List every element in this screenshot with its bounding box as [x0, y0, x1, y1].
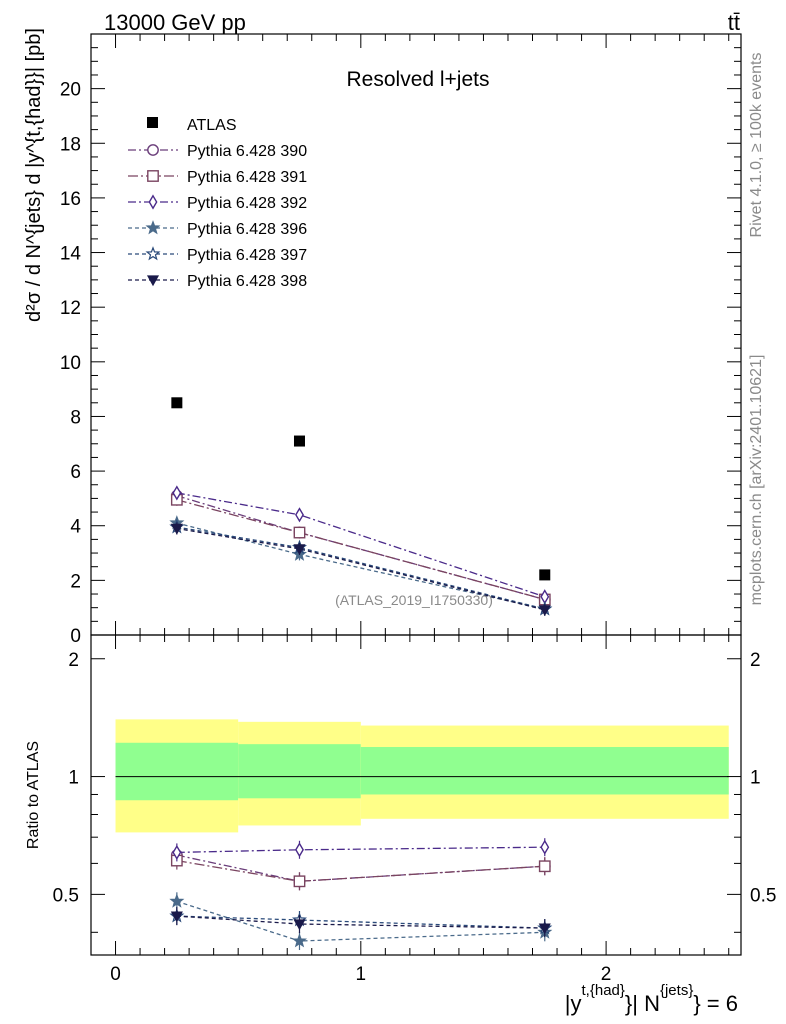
legend-marker-p398 — [146, 275, 160, 287]
legend-label-p396: Pythia 6.428 396 — [187, 221, 307, 238]
point-p398 — [293, 544, 306, 556]
main-y-tick-label: 2 — [70, 571, 81, 592]
legend-marker-p396 — [145, 220, 161, 235]
ratio-uncertainty-bands — [115, 719, 729, 833]
x-tick-label: 2 — [601, 964, 612, 985]
ratio-point-p391 — [538, 860, 551, 873]
ratio-point-p392 — [172, 844, 182, 861]
main-panel-series — [169, 397, 553, 617]
series-line-p392 — [176, 492, 546, 598]
ratio-band-inner — [115, 742, 239, 801]
ratio-line-p392 — [176, 846, 545, 854]
main-y-tick-label: 8 — [70, 407, 81, 428]
ratio-band-inner — [238, 744, 361, 799]
legend-label-p397: Pythia 6.428 397 — [187, 247, 307, 264]
ratio-y-tick-label: 2 — [68, 650, 79, 671]
x-tick-label: 1 — [356, 964, 367, 985]
ratio-panel-series — [169, 838, 553, 951]
legend-label-p390: Pythia 6.428 390 — [187, 143, 307, 160]
ratio-line-p391 — [176, 859, 545, 882]
legend-marker-p390 — [147, 144, 159, 156]
main-y-tick-label: 20 — [60, 80, 81, 101]
point-p392 — [172, 485, 182, 501]
process-label: tt̄ — [728, 10, 740, 35]
ratio-y-tick-label-right: 0.5 — [750, 885, 776, 906]
legend-label-p391: Pythia 6.428 391 — [187, 169, 307, 186]
main-y-tick-label: 16 — [60, 189, 81, 210]
series-line-p391 — [176, 499, 545, 601]
series-line-p390 — [176, 495, 545, 601]
legend-marker-p392 — [148, 194, 158, 210]
ratio-point-p398 — [293, 919, 306, 931]
ratio-y-tick-label-right: 2 — [750, 650, 761, 671]
main-y-tick-label: 4 — [70, 517, 81, 538]
ratio-y-tick-label-right: 1 — [750, 768, 761, 789]
y-axis-label-ratio: Ratio to ATLAS — [25, 741, 42, 849]
y-axis-label-main: d²σ / d N^{jets} d |y^{t,{had}}| [pb] — [23, 28, 45, 322]
point-p391 — [293, 526, 306, 539]
ratio-line-p397 — [176, 915, 545, 929]
main-y-tick-label: 0 — [70, 626, 81, 647]
ratio-y-tick-label: 0.5 — [53, 885, 79, 906]
main-y-tick-label: 10 — [60, 353, 81, 374]
analysis-watermark: (ATLAS_2019_I1750330) — [335, 592, 493, 608]
ratio-point-p391 — [293, 875, 306, 888]
ratio-point-p396 — [291, 933, 308, 948]
ratio-band-inner — [360, 747, 729, 795]
main-y-tick-label: 14 — [60, 244, 82, 265]
ratio-line-p396 — [176, 900, 545, 942]
main-y-tick-label: 18 — [60, 134, 81, 155]
atlas-point — [293, 435, 305, 447]
ratio-point-p392 — [295, 842, 304, 858]
point-p398 — [170, 523, 183, 535]
atlas-point — [171, 397, 183, 409]
legend-marker-p397 — [145, 246, 161, 261]
x-axis-label: |yt,{had}}| N{jets}} = 6 — [565, 982, 738, 1016]
legend-label-p392: Pythia 6.428 392 — [187, 195, 307, 212]
energy-label: 13000 GeV pp — [104, 10, 246, 35]
ratio-point-p396 — [169, 893, 185, 908]
point-p392 — [295, 507, 304, 523]
legend-label-p398: Pythia 6.428 398 — [187, 273, 307, 290]
legend-marker-atlas — [147, 117, 158, 128]
ratio-point-p398 — [538, 923, 551, 935]
main-y-tick-label: 6 — [70, 462, 81, 483]
legend: ATLAS Pythia 6.428 390 Pythia 6.428 391 Py… — [128, 117, 307, 290]
mcplots-label: mcplots.cern.ch [arXiv:2401.10621] — [748, 355, 765, 606]
atlas-point — [539, 569, 551, 581]
x-tick-label: 0 — [110, 964, 121, 985]
point-p398 — [538, 605, 551, 617]
ratio-y-tick-label: 1 — [68, 768, 79, 789]
chart-title: Resolved l+jets — [347, 68, 490, 91]
ratio-point-p398 — [170, 911, 183, 923]
ratio-point-p392 — [540, 839, 550, 855]
legend-label-atlas: ATLAS — [187, 117, 237, 134]
legend-marker-p391 — [147, 170, 159, 182]
ratio-panel-frame — [90, 634, 742, 956]
rivet-label: Rivet 4.1.0, ≥ 100k events — [748, 53, 765, 238]
main-y-tick-label: 12 — [60, 298, 81, 319]
